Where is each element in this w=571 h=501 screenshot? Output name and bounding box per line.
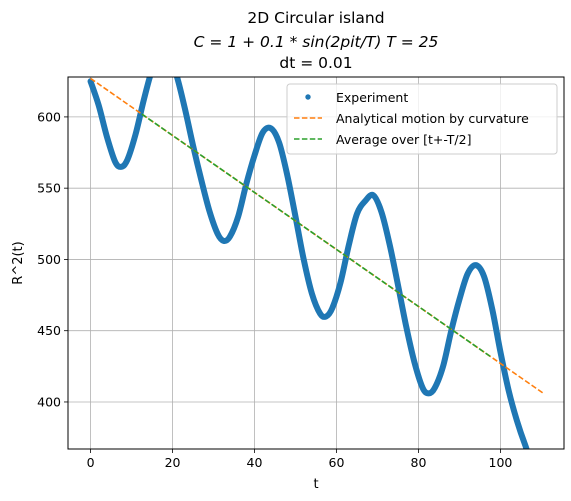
- chart-title-line-1: 2D Circular island: [247, 9, 384, 27]
- x-tick-label: 60: [329, 455, 345, 470]
- legend-marker-experiment: [305, 94, 311, 100]
- x-tick-label: 40: [247, 455, 263, 470]
- legend: Experiment Analytical motion by curvatur…: [286, 83, 558, 155]
- axis-ticks: 0 20 40 60 80 100 400 450 500 550 600: [37, 109, 512, 470]
- x-tick-label: 20: [165, 455, 181, 470]
- plot-frame: [67, 76, 565, 450]
- y-tick-label: 550: [37, 181, 61, 196]
- x-axis-label: t: [313, 477, 318, 492]
- chart-title-line-3: dt = 0.01: [279, 54, 352, 72]
- y-tick-label: 600: [37, 109, 61, 124]
- series-experiment: [87, 77, 545, 449]
- chart-title-line-2: C = 1 + 0.1 * sin(2pit/T) T = 25: [194, 33, 439, 51]
- legend-label-experiment: Experiment: [336, 90, 408, 105]
- x-tick-label: 100: [489, 455, 513, 470]
- y-tick-label: 400: [37, 394, 61, 409]
- legend-label-analytical: Analytical motion by curvature: [336, 111, 529, 126]
- y-axis-label: R^2(t): [11, 241, 26, 284]
- y-tick-label: 500: [37, 252, 61, 267]
- legend-box: [286, 83, 558, 155]
- x-tick-label: 0: [87, 455, 95, 470]
- legend-label-average: Average over [t+-T/2]: [336, 132, 471, 147]
- y-tick-label: 450: [37, 323, 61, 338]
- series-experiment-last-point: [542, 448, 545, 449]
- x-tick-label: 80: [411, 455, 427, 470]
